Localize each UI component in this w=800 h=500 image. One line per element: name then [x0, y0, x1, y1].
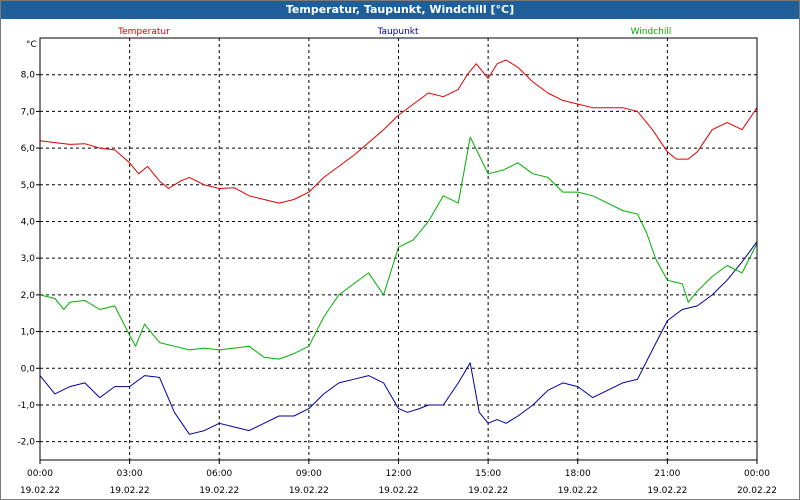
x-tick-date: 19.02.22	[378, 486, 418, 496]
x-tick-time: 06:00	[206, 469, 232, 479]
x-tick-date: 19.02.22	[558, 486, 598, 496]
x-tick-date: 19.02.22	[289, 486, 329, 496]
x-axis-ticks: 00:00 19.02.22 03:00 19.02.22 06:00 19.02.22 0…	[20, 460, 777, 496]
y-tick-label: 1,0	[21, 328, 36, 338]
plot-area	[39, 37, 758, 461]
y-axis-ticks: 8,0 7,0 6,0 5,0 4,0 3,0 2,0 1,0 0,0 -1,0 -2,0	[17, 71, 40, 448]
x-tick-date: 19.02.22	[20, 486, 60, 496]
x-tick-date: 19.02.22	[647, 486, 687, 496]
y-tick-label: 2,0	[21, 291, 36, 301]
x-tick-date: 20.02.22	[737, 486, 777, 496]
series-line-temperatur	[39, 59, 758, 204]
x-tick-time: 00:00	[27, 469, 53, 479]
x-tick-time: 09:00	[296, 469, 322, 479]
x-tick-date: 19.02.22	[468, 486, 508, 496]
series-line-taupunkt	[39, 241, 758, 435]
y-axis-unit: °C	[26, 40, 37, 50]
y-tick-label: 6,0	[21, 144, 36, 154]
y-tick-label: 4,0	[21, 217, 36, 227]
x-tick-time: 12:00	[386, 469, 412, 479]
y-tick-label: 7,0	[21, 107, 36, 117]
series-lines	[39, 59, 758, 435]
legend: Temperatur Taupunkt Windchill	[117, 27, 671, 37]
grid-lines	[40, 38, 757, 460]
x-tick-time: 03:00	[117, 469, 143, 479]
y-tick-label: -1,0	[17, 401, 35, 411]
x-tick-time: 18:00	[565, 469, 591, 479]
y-tick-label: -2,0	[17, 438, 35, 448]
chart-title: Temperatur, Taupunkt, Windchill [°C]	[1, 1, 799, 19]
x-tick-date: 19.02.22	[110, 486, 150, 496]
y-tick-label: 8,0	[21, 71, 36, 81]
y-tick-label: 3,0	[21, 254, 36, 264]
legend-temperatur: Temperatur	[117, 27, 170, 37]
legend-taupunkt: Taupunkt	[376, 27, 419, 37]
y-tick-label: 5,0	[21, 181, 36, 191]
x-tick-time: 15:00	[475, 469, 501, 479]
y-tick-label: 0,0	[21, 364, 36, 374]
legend-windchill: Windchill	[631, 27, 672, 37]
series-line-windchill	[39, 136, 758, 360]
x-tick-time: 00:00	[744, 469, 770, 479]
x-tick-date: 19.02.22	[199, 486, 239, 496]
x-tick-time: 21:00	[654, 469, 680, 479]
